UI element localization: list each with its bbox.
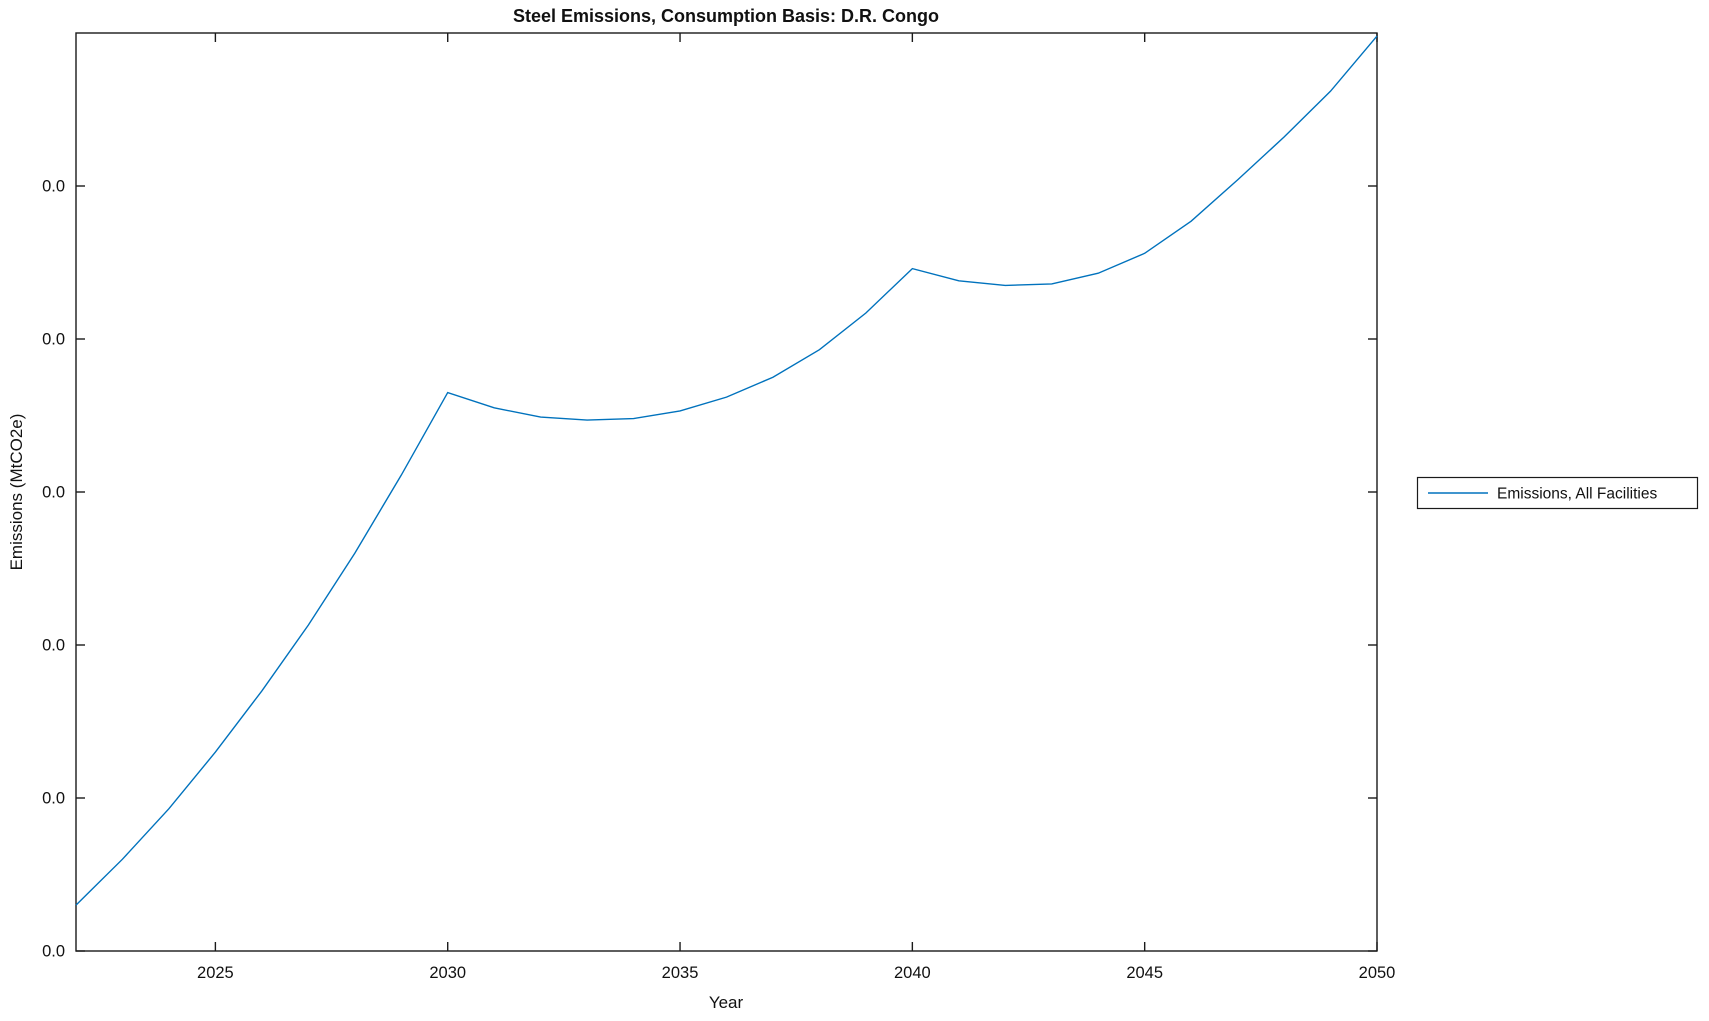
y-tick-label: 0.0 — [42, 637, 65, 655]
x-tick-label: 2030 — [429, 964, 466, 982]
x-axis-label: Year — [709, 993, 744, 1012]
y-tick-label: 0.0 — [42, 178, 65, 196]
legend-entry-label: Emissions, All Facilities — [1497, 486, 1657, 503]
x-tick-label: 2045 — [1126, 964, 1163, 982]
legend: Emissions, All Facilities — [1416, 476, 1699, 510]
series-lines — [75, 35, 1378, 906]
y-axis-label: Emissions (MtCO2e) — [7, 414, 26, 571]
y-tick-label: 0.0 — [42, 484, 65, 502]
x-tick-label: 2025 — [197, 964, 234, 982]
y-tick-label: 0.0 — [42, 943, 65, 961]
x-tick-label: 2050 — [1359, 964, 1396, 982]
emissions-line — [75, 35, 1378, 906]
x-tick-label: 2035 — [662, 964, 699, 982]
y-tick-label: 0.0 — [42, 331, 65, 349]
chart-title: Steel Emissions, Consumption Basis: D.R.… — [513, 6, 939, 26]
x-axis-ticks: 2025 2030 2035 2040 2045 2050 — [197, 33, 1395, 982]
x-tick-label: 2040 — [894, 964, 931, 982]
plot-area — [75, 32, 1378, 952]
y-tick-label: 0.0 — [42, 790, 65, 808]
y-axis-ticks: 0.0 0.0 0.0 0.0 0.0 0.0 — [42, 178, 1377, 961]
